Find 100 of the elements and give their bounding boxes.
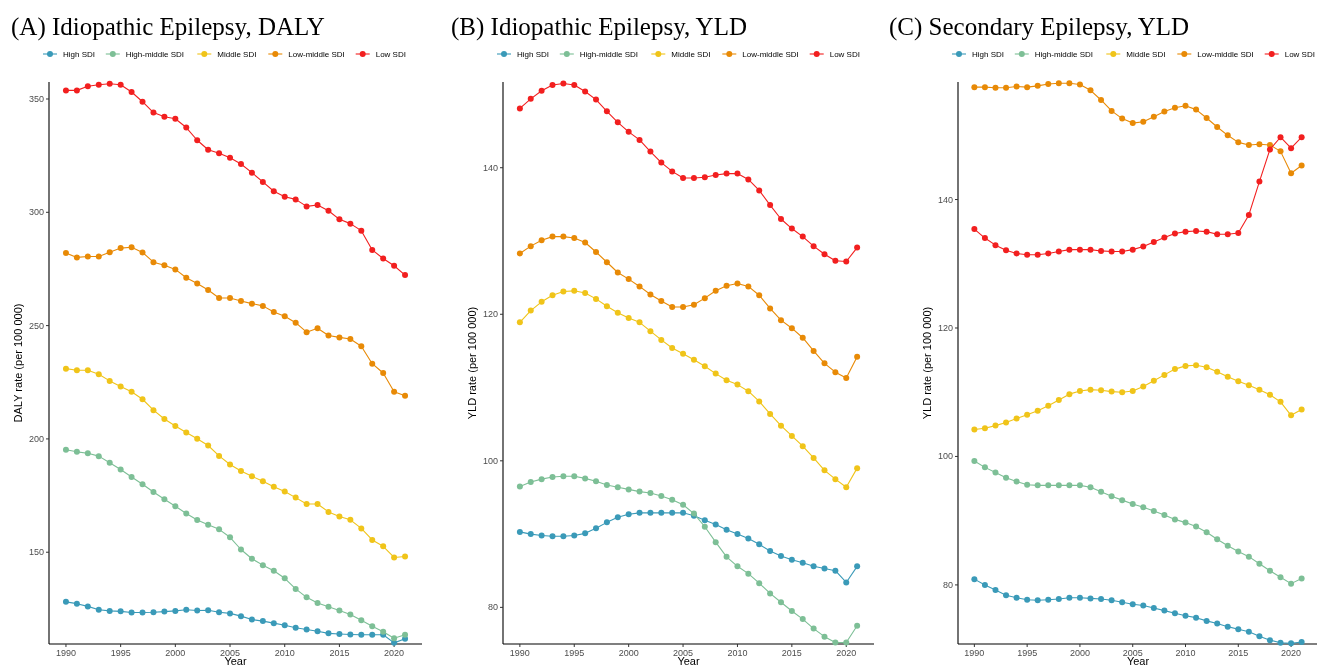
- point: [270, 188, 277, 195]
- point: [106, 607, 113, 614]
- point: [625, 276, 632, 283]
- point: [1193, 614, 1200, 621]
- point: [971, 576, 978, 583]
- point: [161, 113, 168, 120]
- point: [527, 531, 534, 538]
- point: [821, 360, 828, 367]
- x-tick-label: 2020: [1281, 648, 1302, 658]
- point: [1171, 610, 1178, 617]
- point: [1140, 602, 1147, 609]
- point: [701, 295, 708, 302]
- point: [1098, 596, 1105, 603]
- point: [658, 492, 665, 499]
- point: [1245, 141, 1252, 148]
- point: [614, 119, 621, 126]
- point: [1214, 231, 1221, 238]
- point: [73, 254, 80, 261]
- point: [1298, 134, 1305, 141]
- point: [62, 446, 69, 453]
- point: [150, 109, 157, 116]
- point: [292, 585, 299, 592]
- point: [270, 483, 277, 490]
- point: [1119, 248, 1126, 255]
- point: [1256, 386, 1263, 393]
- point: [636, 283, 643, 290]
- point: [799, 334, 806, 341]
- point: [788, 608, 795, 615]
- point: [832, 369, 839, 376]
- point: [194, 517, 201, 524]
- point: [854, 465, 861, 472]
- y-tick-label: 140: [937, 194, 953, 205]
- point: [527, 95, 534, 102]
- point: [647, 328, 654, 335]
- point: [1076, 387, 1083, 394]
- point: [1288, 412, 1295, 419]
- point: [647, 509, 654, 516]
- point: [981, 464, 988, 471]
- point: [292, 624, 299, 631]
- point: [516, 528, 523, 535]
- point: [139, 396, 146, 403]
- point: [1087, 87, 1094, 94]
- point: [325, 332, 332, 339]
- point: [1182, 102, 1189, 109]
- point: [161, 496, 168, 503]
- point: [832, 639, 839, 646]
- point: [1140, 118, 1147, 125]
- point: [380, 369, 387, 376]
- point: [139, 249, 146, 256]
- point: [603, 259, 610, 266]
- point: [593, 525, 600, 532]
- point: [248, 169, 255, 176]
- point: [106, 377, 113, 384]
- x-tick-label: 2000: [165, 648, 186, 658]
- point: [971, 426, 978, 433]
- point: [701, 523, 708, 530]
- point: [1235, 378, 1242, 385]
- x-tick-label: 2020: [836, 648, 857, 658]
- point: [1224, 231, 1231, 238]
- point: [712, 172, 719, 179]
- point: [1256, 141, 1263, 148]
- point: [1055, 482, 1062, 489]
- point: [810, 563, 817, 570]
- point: [1193, 523, 1200, 530]
- point: [636, 488, 643, 495]
- point: [560, 80, 567, 87]
- point: [582, 530, 589, 537]
- point: [723, 526, 730, 533]
- point: [527, 307, 534, 314]
- point: [538, 237, 545, 244]
- point: [281, 488, 288, 495]
- point: [571, 235, 578, 242]
- point: [391, 639, 398, 646]
- point: [84, 83, 91, 90]
- point: [680, 509, 687, 516]
- point: [1224, 373, 1231, 380]
- point: [992, 242, 999, 249]
- point: [358, 617, 365, 624]
- point: [538, 87, 545, 94]
- point: [1150, 605, 1157, 612]
- point: [788, 225, 795, 232]
- point: [756, 187, 763, 194]
- point: [593, 248, 600, 255]
- point: [150, 259, 157, 266]
- point: [593, 295, 600, 302]
- point: [701, 517, 708, 524]
- point: [194, 280, 201, 287]
- point: [336, 607, 343, 614]
- point: [614, 514, 621, 521]
- point: [292, 319, 299, 326]
- point: [1256, 560, 1263, 567]
- point: [1203, 364, 1210, 371]
- point: [690, 301, 697, 308]
- point: [1087, 595, 1094, 602]
- point: [1108, 493, 1115, 500]
- point: [347, 220, 354, 227]
- point: [1003, 84, 1010, 91]
- legend-label: High-middle SDI: [1034, 50, 1094, 59]
- point: [1214, 368, 1221, 375]
- point: [194, 137, 201, 144]
